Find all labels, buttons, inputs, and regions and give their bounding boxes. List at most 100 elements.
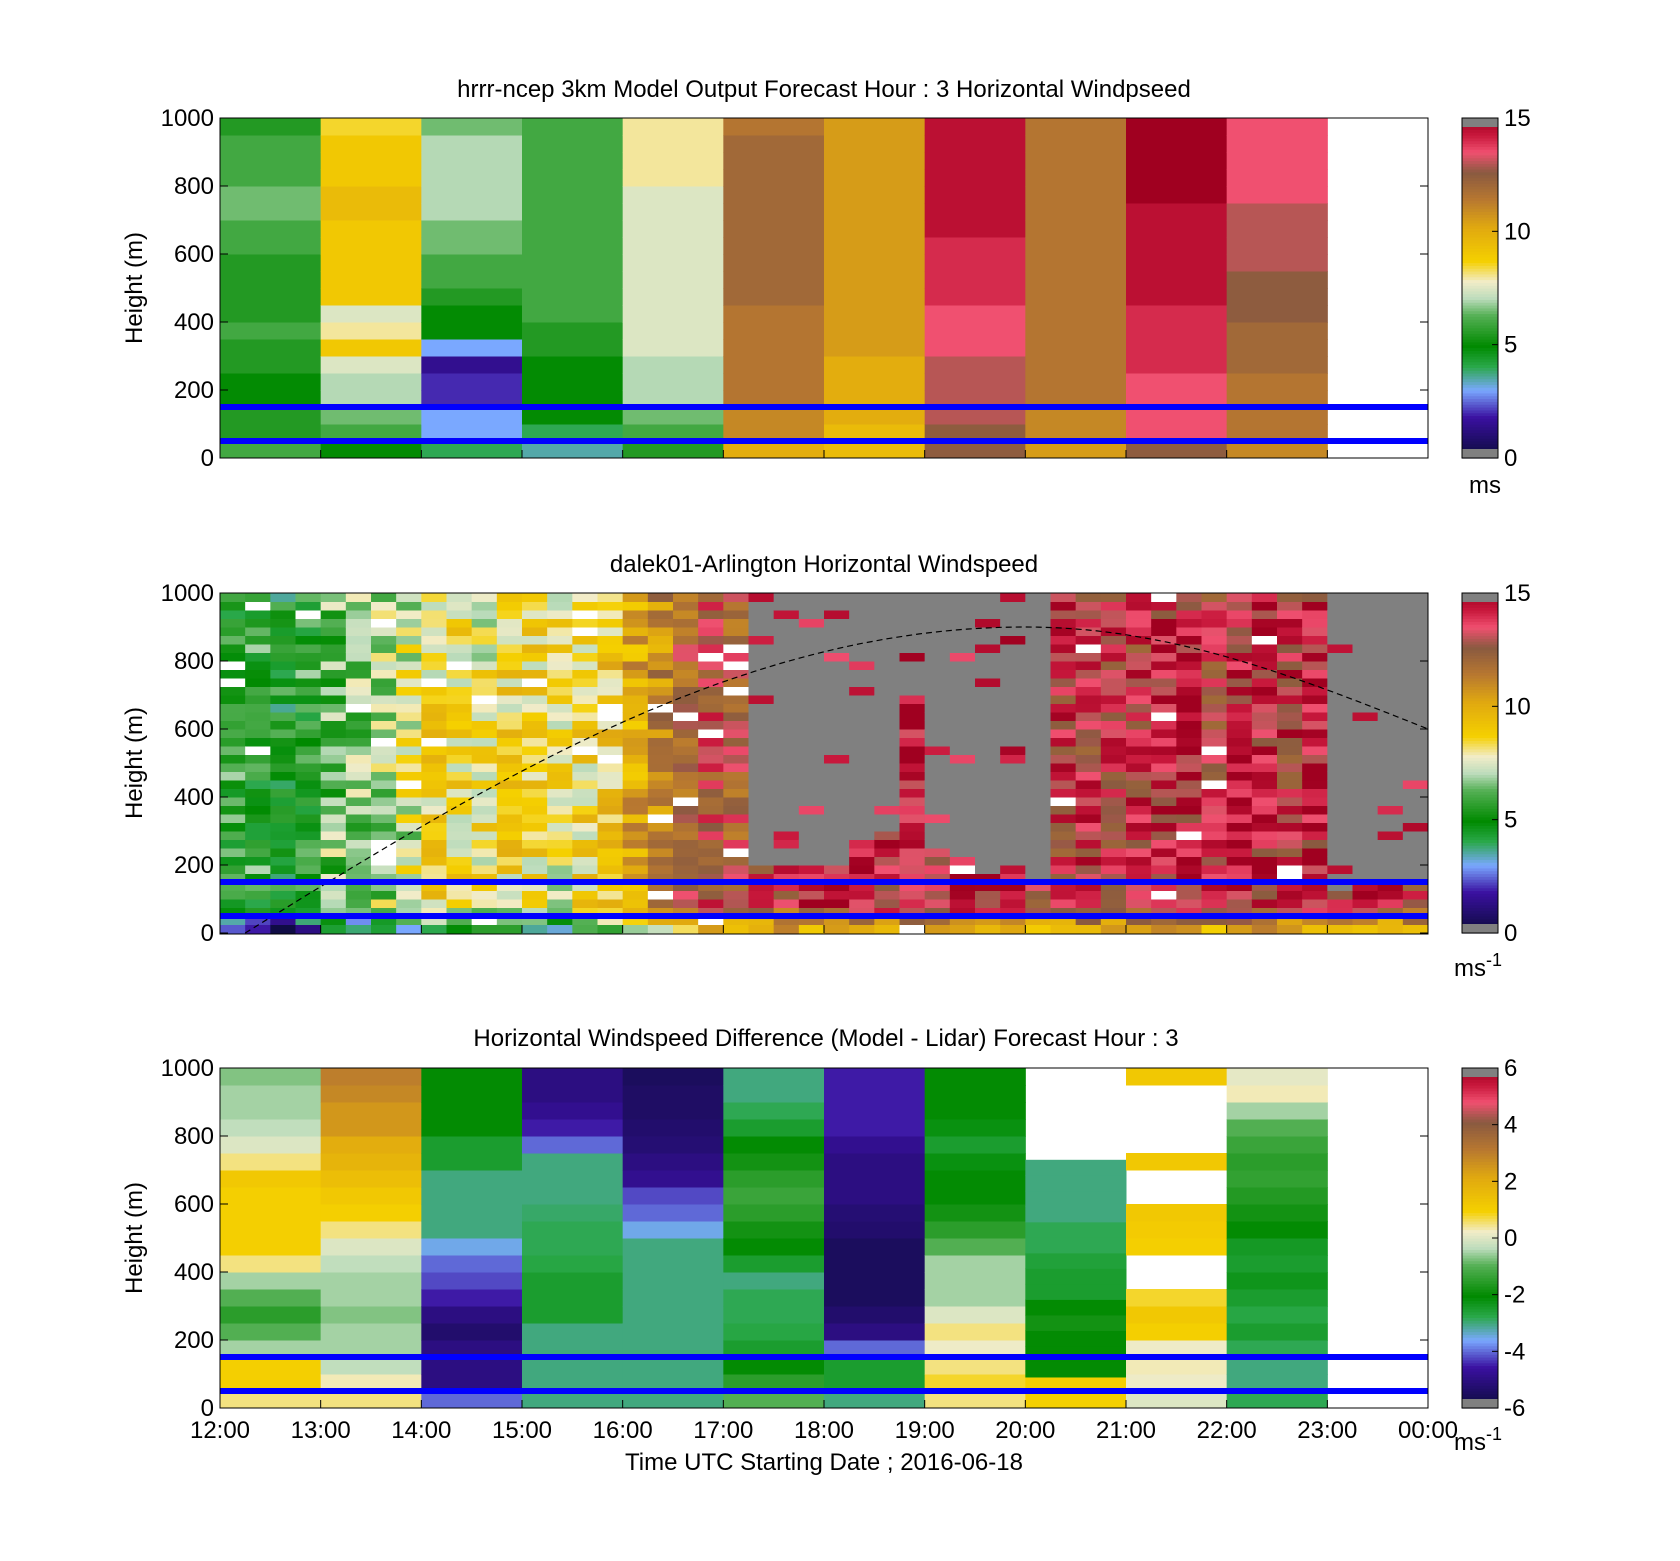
heatmap-cell [320, 1170, 422, 1188]
heatmap-cell [1226, 856, 1253, 866]
heatmap-cell [1126, 593, 1152, 602]
heatmap-cell [874, 831, 900, 840]
heatmap-cell [1352, 924, 1379, 934]
colorbar-segment [1462, 850, 1498, 855]
heatmap-cell [1000, 627, 1026, 636]
colorbar-segment [1462, 748, 1498, 753]
heatmap-cell [1151, 882, 1177, 891]
heatmap-cell [1050, 907, 1077, 917]
heatmap-cell [1402, 916, 1428, 925]
heatmap-cell [1075, 610, 1102, 619]
heatmap-cell [597, 763, 624, 772]
colorbar-segment [1462, 358, 1498, 363]
heatmap-cell [345, 848, 372, 857]
heatmap-cell [698, 601, 724, 611]
heatmap-cell [798, 652, 825, 662]
heatmap-cell [798, 737, 825, 747]
heatmap-cell [471, 644, 498, 653]
heatmap-cell [1075, 788, 1102, 798]
colorbar-segment [1462, 302, 1498, 306]
heatmap-cell [1000, 882, 1026, 891]
heatmap-cell [1050, 737, 1077, 747]
heatmap-cell [371, 907, 397, 917]
heatmap-cell [1025, 1283, 1127, 1300]
heatmap-cell [1302, 907, 1328, 917]
heatmap-cell [849, 788, 875, 798]
heatmap-cell [924, 356, 1026, 374]
heatmap-cell [673, 669, 699, 679]
heatmap-cell [421, 237, 523, 255]
heatmap-cell [1226, 1323, 1328, 1341]
heatmap-cell [622, 1136, 724, 1154]
heatmap-cell [924, 924, 951, 934]
heatmap-cell [647, 899, 674, 908]
heatmap-cell [1377, 916, 1404, 925]
colorbar-segment [1462, 1218, 1498, 1222]
heatmap-cell [1025, 771, 1051, 781]
heatmap-cell [1251, 788, 1278, 798]
heatmap-cell [798, 865, 825, 874]
colorbar-segment [1462, 1297, 1498, 1301]
colorbar-segment [1462, 1257, 1498, 1262]
colorbar-segment [1462, 446, 1498, 451]
heatmap-cell [1126, 1238, 1228, 1256]
heatmap-cell [522, 1255, 624, 1273]
heatmap-cell [1377, 601, 1404, 611]
heatmap-cell [1100, 839, 1127, 849]
heatmap-cell [446, 703, 473, 713]
heatmap-cell [220, 771, 246, 781]
heatmap-cell [1025, 916, 1051, 925]
heatmap-cell [396, 635, 422, 645]
colorbar-segment [1462, 356, 1498, 360]
heatmap-cell [1151, 788, 1177, 798]
heatmap-cell [496, 873, 523, 883]
colorbar-segment [1462, 890, 1498, 894]
colorbar-segment [1462, 805, 1498, 809]
colorbar-segment [1462, 884, 1498, 889]
heatmap-cell [471, 746, 498, 755]
heatmap-cell [396, 746, 422, 755]
heatmap-cell [1100, 746, 1127, 755]
heatmap-cell [597, 729, 624, 738]
heatmap-cell [1100, 797, 1127, 806]
heatmap-cell [496, 627, 523, 636]
heatmap-cell [1251, 865, 1278, 874]
heatmap-cell [924, 1272, 1026, 1290]
heatmap-cell [949, 652, 976, 662]
heatmap-cell [421, 661, 447, 670]
heatmap-cell [924, 1374, 1026, 1392]
heatmap-cell [1176, 737, 1202, 747]
heatmap-cell [597, 814, 624, 823]
heatmap-cell [622, 1323, 724, 1341]
panel-lidar-cells [220, 593, 1428, 934]
heatmap-cell [446, 746, 473, 755]
heatmap-cell [572, 814, 598, 823]
heatmap-cell [1302, 780, 1328, 789]
heatmap-cell [698, 754, 724, 764]
heatmap-cell [1025, 373, 1127, 391]
heatmap-cell [220, 1374, 322, 1392]
heatmap-cell [471, 865, 498, 874]
heatmap-cell [949, 729, 976, 738]
heatmap-cell [1000, 814, 1026, 823]
heatmap-cell [1050, 669, 1077, 679]
heatmap-cell [1000, 686, 1026, 696]
heatmap-cell [924, 848, 951, 857]
colorbar-segment [1462, 717, 1498, 722]
heatmap-cell [1226, 203, 1328, 221]
heatmap-cell [975, 924, 1001, 934]
heatmap-cell [622, 839, 649, 849]
heatmap-cell [849, 652, 875, 662]
heatmap-cell [1126, 1357, 1228, 1375]
colorbar-segment [1462, 157, 1498, 162]
heatmap-cell [396, 763, 422, 772]
heatmap-cell [270, 635, 296, 645]
heatmap-cell [421, 848, 447, 857]
colorbar-segment [1462, 669, 1498, 673]
colorbar-segment [1462, 350, 1498, 354]
colorbar-segment [1462, 299, 1498, 303]
colorbar-segment [1462, 1144, 1498, 1148]
heatmap-cell [1075, 746, 1102, 755]
heatmap-cell [874, 593, 900, 602]
heatmap-cell [1327, 678, 1353, 687]
